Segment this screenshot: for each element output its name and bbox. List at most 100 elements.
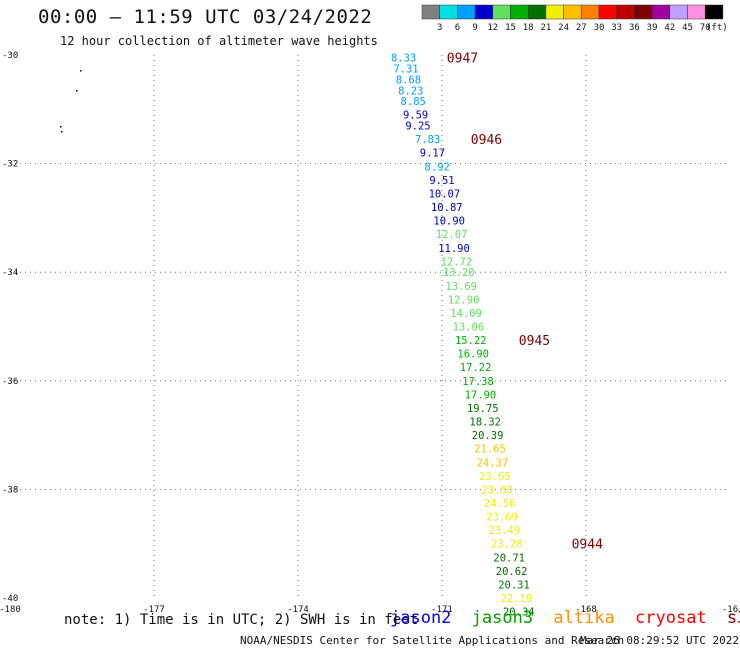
satellite-label: altika [553, 608, 615, 628]
wave-height-value: 17.90 [465, 389, 497, 401]
legend-tick-label: 70 [700, 23, 711, 33]
wave-height-value: 23.69 [486, 512, 518, 524]
land-speck [60, 126, 62, 128]
wave-height-value: 13.69 [445, 281, 477, 293]
wave-height-value: 9.59 [403, 110, 428, 122]
wave-height-value: 20.39 [472, 430, 504, 442]
land-speck [76, 90, 78, 92]
color-legend: 3 6 9 12 15 18 21 24 27 30 33 36 39 42 45 70(ft) [421, 4, 728, 33]
legend-tick-label: 24 [558, 23, 569, 33]
legend-swatch [563, 4, 582, 20]
wave-height-value: 9.17 [420, 148, 445, 160]
satellite-legend: jason2 jason3 altika cryosat s3a [390, 608, 740, 628]
x-tick-label: -180 [0, 605, 21, 615]
wave-height-value: 23.49 [489, 525, 521, 537]
legend-tick-label: 12 [487, 23, 498, 33]
legend-tick-label: 33 [611, 23, 622, 33]
legend-swatch [457, 4, 476, 20]
legend-unit: (ft) [706, 23, 728, 33]
wave-height-value: 24.37 [477, 457, 509, 469]
legend-swatch [510, 4, 529, 20]
wave-height-value: 15.22 [455, 335, 487, 347]
legend-swatch [669, 4, 688, 20]
wave-height-value: 23.28 [491, 539, 523, 551]
legend-tick-label: 30 [594, 23, 605, 33]
legend-swatch [474, 4, 494, 20]
land-speck [61, 131, 63, 133]
wave-height-value: 17.38 [462, 376, 494, 388]
wave-height-value: 10.07 [429, 188, 461, 200]
x-tick-label: -174 [287, 605, 309, 615]
legend-swatch [581, 4, 600, 20]
legend-tick-label: 9 [472, 23, 477, 33]
wave-height-value: 12.07 [436, 229, 468, 241]
wave-height-value: 7.83 [415, 134, 440, 146]
wave-height-value: 8.23 [398, 85, 423, 97]
legend-swatch [439, 4, 458, 20]
wave-height-value: 9.51 [429, 175, 454, 187]
y-tick-label: -38 [2, 485, 18, 495]
wave-height-value: 14.09 [450, 308, 482, 320]
wave-height-value: 13.06 [453, 322, 485, 334]
legend-swatch [616, 4, 635, 20]
wave-height-value: 13.20 [443, 267, 475, 279]
grid-lines [10, 55, 730, 598]
wave-height-value: 8.92 [425, 161, 450, 173]
time-label: 0945 [519, 334, 550, 349]
legend-swatch [704, 4, 724, 20]
credit-line: NOAA/NESDIS Center for Satellite Applica… [240, 634, 625, 647]
time-label: 0944 [572, 538, 603, 553]
chart-subtitle: 12 hour collection of altimeter wave hei… [60, 34, 378, 48]
legend-tick-label: 15 [505, 23, 516, 33]
axis-ticks: -180 -177 -174 -171 -168 -16 -30 -32 -34 -36 -38 -4… [0, 51, 738, 615]
legend-tick-label: 39 [647, 23, 658, 33]
legend-tick-label: 27 [576, 23, 587, 33]
wave-height-value: 12.72 [441, 256, 473, 268]
time-label: 0946 [471, 133, 502, 148]
wave-height-value: 21.65 [474, 444, 506, 456]
legend-swatch [421, 4, 440, 20]
chart-title: 00:00 – 11:59 UTC 03/24/2022 [38, 6, 373, 28]
satellite-label: jason3 [471, 608, 534, 628]
satellite-label: s3a [726, 608, 740, 628]
wave-height-value: 11.90 [438, 243, 470, 255]
wave-height-value: 20.34 [503, 607, 535, 619]
x-tick-label: -168 [575, 605, 597, 615]
legend-tick-label: 18 [523, 23, 534, 33]
wave-height-value: 8.33 [391, 53, 416, 65]
legend-swatch [545, 4, 564, 20]
legend-tick-label: 42 [664, 23, 675, 33]
wave-height-value: 23.65 [479, 471, 511, 483]
wave-height-value: 23.80 [481, 484, 513, 496]
data-points: 8.337.318.688.238.85 9.599.257.83 9.178.92… [391, 53, 535, 619]
wave-height-value: 7.31 [393, 64, 418, 76]
legend-tick-label: 21 [540, 23, 551, 33]
legend-swatch [598, 4, 617, 20]
wave-height-value: 20.31 [498, 579, 530, 591]
wave-height-value: 20.62 [496, 566, 528, 578]
wave-height-value: 19.75 [467, 403, 499, 415]
wave-height-value: 8.85 [401, 96, 426, 108]
legend-swatch [687, 4, 706, 20]
x-tick-label: -177 [143, 605, 165, 615]
wave-height-value: 9.25 [405, 121, 430, 133]
wave-height-value: 10.90 [433, 216, 465, 228]
wave-height-value: 12.90 [448, 294, 480, 306]
legend-tick-label: 36 [629, 23, 640, 33]
legend-swatch [527, 4, 547, 20]
wave-height-value: 8.68 [396, 74, 421, 86]
land-speck [80, 70, 82, 72]
wave-height-value: 16.90 [457, 349, 489, 361]
wave-height-value: 18.32 [469, 417, 501, 429]
time-labels: 0947 0946 0945 0944 [447, 52, 603, 553]
legend-swatch [492, 4, 511, 20]
generation-timestamp: Mar 26 08:29:52 UTC 2022 [580, 634, 739, 647]
x-tick-label: -16 [722, 605, 738, 615]
wave-height-value: 10.87 [431, 202, 463, 214]
satellite-label: cryosat [635, 608, 707, 628]
y-tick-label: -34 [2, 268, 18, 278]
y-tick-label: -30 [2, 51, 18, 61]
legend-swatch [634, 4, 653, 20]
y-tick-label: -40 [2, 594, 18, 604]
